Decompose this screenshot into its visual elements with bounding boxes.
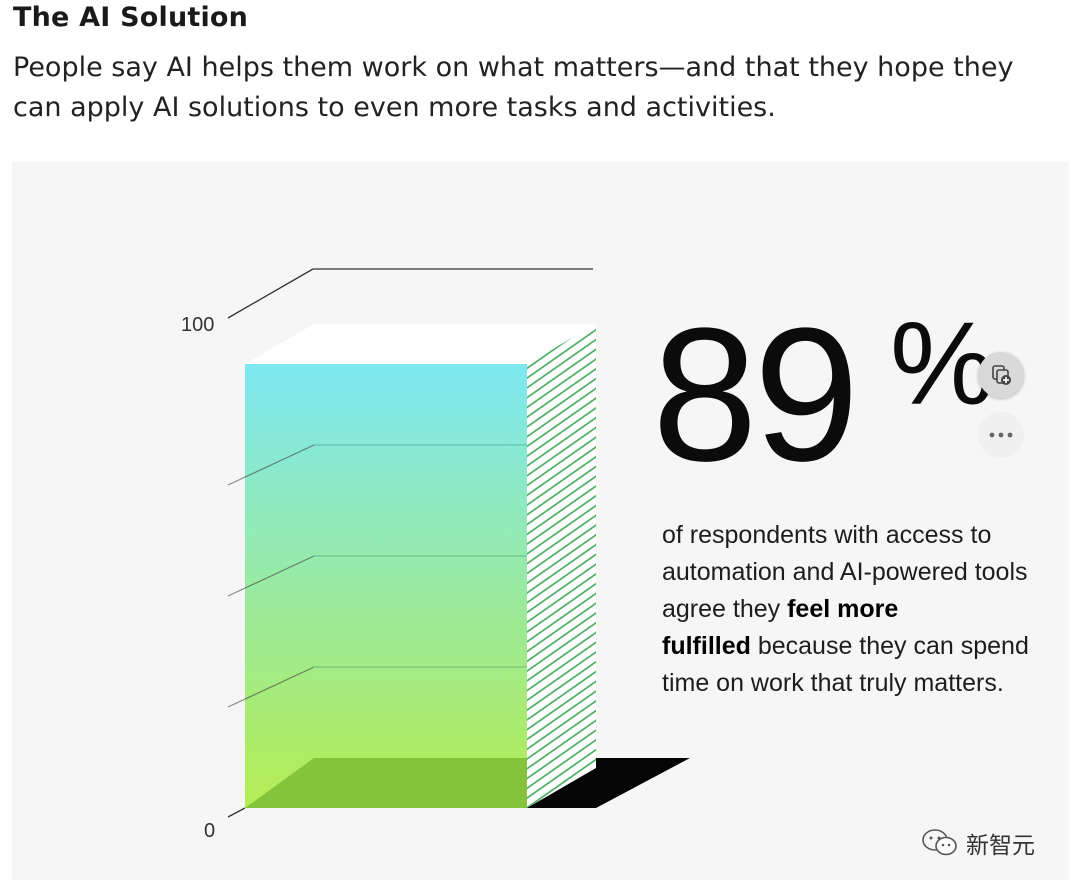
desc-part-2: because they can spend time on work that…	[662, 632, 1029, 697]
desc-part-1: of respondents with access to automation…	[662, 521, 1028, 623]
watermark-text: 新智元	[966, 833, 1035, 859]
gridline-diagonal	[227, 666, 315, 708]
copy-add-icon	[992, 365, 1011, 385]
bar-floor	[245, 758, 527, 808]
copy-image-button[interactable]	[978, 352, 1024, 398]
page-title: The AI Solution	[13, 2, 249, 33]
tick-label-100: 100	[181, 314, 215, 336]
stat-value: 89	[652, 289, 859, 501]
axis-diagonal-top	[227, 268, 314, 319]
desc-bold-1: feel more	[787, 595, 899, 623]
gridline-diagonal	[227, 444, 315, 486]
stat-description: of respondents with access to automation…	[662, 517, 1062, 702]
stat-unit: %	[890, 298, 995, 430]
bar-shadow	[527, 758, 690, 808]
bar-side-face	[527, 324, 596, 808]
more-options-button[interactable]	[978, 412, 1024, 458]
wechat-icon	[922, 829, 957, 856]
axis-diagonal-bottom	[227, 807, 246, 818]
gridline-diagonal	[227, 555, 315, 597]
bar-top-plate	[245, 324, 596, 364]
watermark: 新智元	[920, 826, 1035, 860]
intro-text: People say AI helps them work on what ma…	[13, 52, 1014, 123]
more-horizontal-icon	[989, 432, 1013, 438]
desc-bold-2: fulfilled	[662, 632, 751, 660]
tick-label-0: 0	[204, 820, 216, 842]
gridlines	[227, 444, 527, 708]
bar-front-face	[245, 364, 527, 808]
